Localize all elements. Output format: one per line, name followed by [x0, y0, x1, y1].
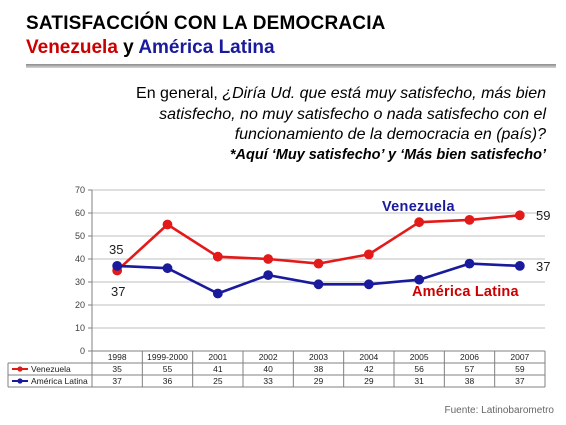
y-tick-label: 20 — [75, 300, 85, 310]
y-tick-label: 0 — [80, 346, 85, 356]
y-tick-label: 60 — [75, 208, 85, 218]
legend-series-name: Venezuela — [31, 364, 71, 374]
data-point — [313, 258, 324, 269]
survey-question: En general, ¿Diría Ud. que está muy sati… — [76, 84, 546, 146]
page-subtitle: Venezuela y América Latina — [26, 37, 275, 59]
legend-swatch-marker — [17, 378, 23, 384]
data-point — [514, 210, 525, 221]
data-point — [263, 270, 274, 281]
data-point — [414, 217, 425, 228]
data-point — [313, 279, 324, 290]
table-cell-value: 42 — [364, 364, 374, 374]
x-category-label: 2007 — [510, 352, 529, 362]
data-point — [464, 215, 475, 225]
table-cell-value: 33 — [263, 376, 273, 386]
legend-swatch-marker — [17, 366, 23, 372]
chart-annotations: Venezuela América Latina 35 37 59 37 — [109, 199, 550, 300]
page-title: SATISFACCIÓN CON LA DEMOCRACIA — [26, 13, 386, 34]
table-cell-value: 37 — [112, 376, 122, 386]
x-category-label: 2006 — [460, 352, 479, 362]
table-cell-value: 38 — [465, 376, 475, 386]
annotation-latam-last-value: 37 — [536, 259, 550, 274]
data-point — [112, 261, 123, 271]
table-cell-value: 31 — [414, 376, 424, 386]
x-category-label: 2003 — [309, 352, 328, 362]
table-cell-value: 40 — [263, 364, 273, 374]
chart-data-table: 1998 1999-2000 2001 2002 2003 2004 2005 2006 200… — [7, 351, 546, 388]
annotation-america-latina: América Latina — [412, 284, 519, 300]
question-note: *Aquí ‘Muy satisfecho’ y ‘Más bien satis… — [229, 147, 546, 163]
subtitle-and: y — [117, 37, 139, 58]
subtitle-venezuela: Venezuela — [26, 37, 118, 58]
data-point — [212, 288, 223, 299]
table-cell-value: 36 — [163, 376, 173, 386]
annotation-venezuela-first-value: 35 — [109, 242, 123, 257]
chart-grid — [92, 189, 545, 352]
x-category-label: 2002 — [259, 352, 278, 362]
table-cell-value: 59 — [515, 364, 525, 374]
y-tick-label: 10 — [75, 323, 85, 333]
annotation-venezuela: Venezuela — [382, 199, 455, 215]
table-cell-value: 37 — [515, 376, 525, 386]
question-lead: En general, — [136, 85, 223, 102]
data-point — [464, 258, 475, 269]
table-cell-value: 57 — [465, 364, 475, 374]
x-category-label: 2001 — [208, 352, 227, 362]
data-point — [363, 249, 374, 260]
legend-series-name: América Latina — [31, 376, 88, 386]
x-category-label: 1999-2000 — [147, 352, 188, 362]
y-tick-label: 50 — [75, 231, 85, 241]
data-point — [514, 261, 525, 271]
source-note: Fuente: Latinobarometro — [444, 405, 554, 416]
y-tick-label: 30 — [75, 277, 85, 287]
y-tick-label: 70 — [75, 185, 85, 195]
table-cell-value: 25 — [213, 376, 223, 386]
x-category-label: 1998 — [108, 352, 127, 362]
annotation-latam-first-value: 37 — [111, 284, 125, 299]
data-point — [162, 263, 173, 274]
annotation-venezuela-last-value: 59 — [536, 208, 550, 223]
subtitle-latam: América Latina — [138, 37, 275, 58]
question-body: ¿Diría Ud. que está muy satisfecho, más … — [159, 85, 546, 143]
chart-axes: 0 10 20 30 40 50 60 70 — [75, 185, 545, 356]
table-cell-value: 29 — [314, 376, 324, 386]
table-cell-value: 41 — [213, 364, 223, 374]
data-point — [363, 279, 374, 290]
title-divider — [26, 64, 556, 68]
table-cell-value: 38 — [314, 364, 324, 374]
x-category-label: 2004 — [359, 352, 378, 362]
table-cell-value: 35 — [112, 364, 122, 374]
x-category-label: 2005 — [410, 352, 429, 362]
data-point — [162, 219, 173, 230]
table-cell-value: 55 — [163, 364, 173, 374]
table-cell-value: 29 — [364, 376, 374, 386]
data-point — [212, 251, 223, 262]
table-cell-value: 56 — [414, 364, 424, 374]
data-point — [263, 254, 274, 264]
data-point — [414, 274, 425, 285]
y-tick-label: 40 — [75, 254, 85, 264]
chart-series — [112, 210, 525, 299]
